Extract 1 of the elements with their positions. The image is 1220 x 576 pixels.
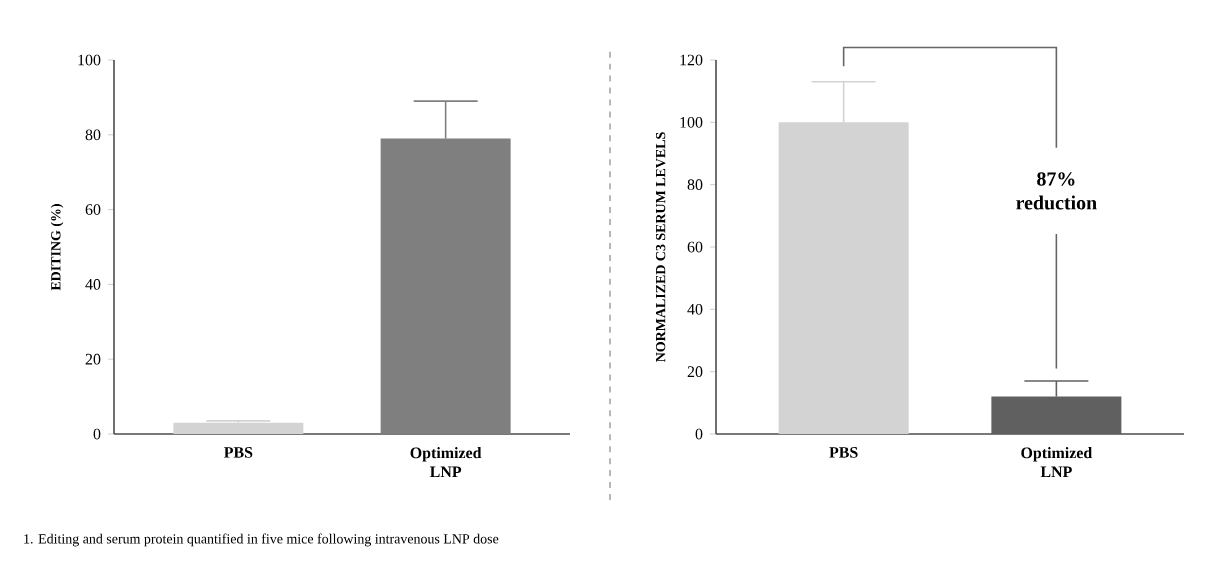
annotation: 87% reduction [1016,172,1097,210]
